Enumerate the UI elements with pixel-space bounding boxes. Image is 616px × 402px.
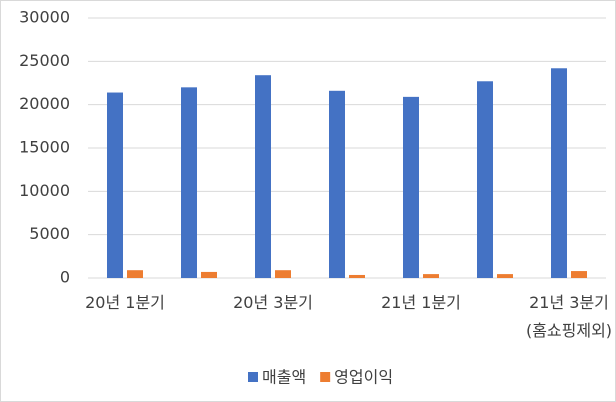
y-tick-label: 5000 bbox=[29, 224, 70, 243]
y-tick-label: 30000 bbox=[19, 8, 70, 27]
bar bbox=[107, 92, 123, 279]
bar bbox=[255, 75, 271, 278]
x-tick-label: 21년 1분기 bbox=[381, 293, 461, 312]
x-tick-label: 20년 1분기 bbox=[85, 293, 165, 312]
legend-swatch bbox=[248, 372, 258, 382]
y-tick-label: 0 bbox=[60, 268, 70, 287]
bar bbox=[275, 270, 291, 278]
bar bbox=[201, 271, 217, 278]
bar bbox=[497, 274, 513, 278]
legend-label: 영업이익 bbox=[334, 368, 393, 387]
legend-swatch bbox=[320, 372, 331, 382]
bar bbox=[551, 68, 567, 279]
y-tick-label: 25000 bbox=[19, 51, 70, 70]
y-tick-label: 10000 bbox=[19, 181, 70, 200]
bar bbox=[329, 90, 345, 278]
bar bbox=[349, 274, 365, 278]
y-tick-label: 15000 bbox=[19, 138, 70, 157]
bar bbox=[181, 87, 197, 278]
x-tick-label: 21년 3분기 (홈쇼핑제외) bbox=[525, 293, 613, 340]
y-tick-label: 20000 bbox=[19, 94, 70, 113]
bar bbox=[127, 270, 143, 278]
bar bbox=[571, 271, 587, 278]
bar bbox=[423, 274, 439, 278]
x-tick-label: 20년 3분기 bbox=[233, 293, 313, 312]
bar bbox=[477, 81, 493, 279]
bar bbox=[403, 96, 419, 278]
legend-label: 매출액 bbox=[262, 368, 306, 387]
